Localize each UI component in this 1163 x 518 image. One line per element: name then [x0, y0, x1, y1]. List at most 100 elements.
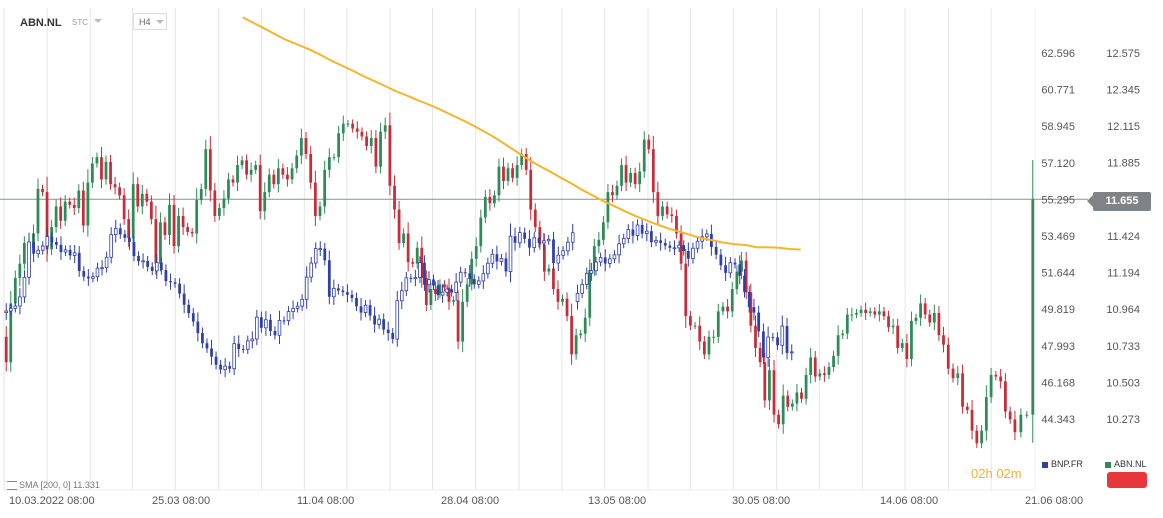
candle-body [95, 267, 100, 278]
candle-body [374, 138, 378, 167]
candle-body [1004, 381, 1007, 412]
candle-body [231, 179, 235, 183]
x-tick-label: 11.04 08:00 [297, 495, 354, 507]
candle-body [63, 201, 67, 221]
candle-body [477, 280, 481, 285]
candle-body [896, 325, 900, 348]
candle-body [635, 224, 640, 236]
candle-body [240, 160, 244, 166]
y-tick-label-right: 10.733 [1106, 341, 1140, 353]
y-tick-label-left: 53.469 [1041, 231, 1075, 243]
candle-body [318, 206, 322, 216]
legend-item-bnp[interactable]: BNP.FR [1042, 459, 1083, 469]
candle-body [191, 313, 195, 322]
candle-body [470, 258, 474, 285]
candle-body [304, 138, 308, 154]
candle-body [845, 314, 849, 334]
candle-body [123, 234, 127, 238]
candle-body [776, 337, 779, 346]
candle-body [438, 284, 442, 294]
legend-item-abn[interactable]: ABN.NL [1105, 459, 1147, 469]
candle-body [196, 321, 200, 334]
candle-body [524, 153, 528, 170]
y-tick-label-left: 60.771 [1041, 85, 1075, 97]
timeframe-select[interactable]: H4 [133, 13, 167, 30]
candle-body [456, 300, 460, 342]
candle-body [254, 165, 258, 170]
candle-body [443, 284, 446, 288]
sma-label-text: SMA [200, 0] 11.331 [19, 480, 100, 490]
y-tick-label-left: 55.295 [1041, 194, 1075, 206]
candle-body [1008, 411, 1012, 420]
instrument-type-label[interactable]: STC [72, 18, 88, 27]
candle-body [269, 319, 272, 332]
candle-body [332, 287, 336, 298]
candle-body [178, 283, 181, 294]
candle-body [122, 195, 126, 220]
sell-button[interactable] [1107, 472, 1147, 488]
candle-body [264, 319, 268, 329]
candle-body [780, 325, 785, 346]
candle-body [823, 373, 826, 375]
candle-body [682, 245, 686, 252]
candle-body [965, 406, 969, 410]
candle-body [790, 403, 794, 407]
candle-body [789, 351, 794, 354]
candle-body [579, 333, 583, 336]
candle-body [654, 240, 658, 243]
candle-body [159, 262, 163, 271]
candle-body [146, 260, 150, 267]
candle-body [397, 209, 401, 243]
candle-body [300, 298, 304, 307]
candle-body [169, 281, 172, 283]
candle-body [675, 215, 678, 234]
candle-body [740, 260, 743, 272]
candle-body [942, 335, 945, 345]
candle-body [382, 319, 386, 330]
candle-body [406, 233, 410, 263]
candle-body [726, 306, 729, 312]
indicator-icon [7, 481, 17, 491]
candle-body [612, 254, 617, 260]
candle-body [561, 250, 565, 256]
candle-body [836, 335, 840, 356]
candle-body [409, 277, 413, 279]
candle-body [393, 185, 396, 210]
candle-body [277, 320, 282, 336]
candle-body [483, 196, 487, 218]
candle-body [970, 409, 974, 431]
candle-body [355, 128, 359, 132]
y-tick-label-right: 12.575 [1106, 48, 1140, 60]
candle-body [781, 395, 785, 425]
candle-body [100, 267, 104, 270]
x-tick-label: 10.03.2022 08:00 [9, 495, 95, 507]
legend-label-bnp: BNP.FR [1051, 459, 1083, 469]
candle-body [228, 366, 232, 369]
symbol-title[interactable]: ABN.NL [20, 17, 62, 29]
sma-indicator-label[interactable]: SMA [200, 0] 11.331 [7, 480, 100, 491]
candle-body [684, 263, 688, 317]
candle-body [980, 430, 983, 444]
candle-body [137, 256, 140, 262]
candle-body [668, 245, 672, 248]
candle-body [735, 271, 739, 290]
candle-body [36, 188, 40, 234]
candle-body [486, 262, 490, 275]
candle-body [900, 343, 904, 348]
candle-body [250, 338, 255, 342]
legend-swatch-icon [1105, 461, 1111, 468]
legend-swatch-icon [1042, 461, 1048, 468]
candle-body [100, 157, 103, 180]
candle-body [663, 243, 667, 246]
candle-body [597, 239, 601, 247]
candle-body [461, 301, 465, 342]
candle-body [245, 340, 250, 350]
candle-body [651, 149, 655, 193]
candle-body [450, 289, 454, 293]
candle-body [332, 157, 336, 159]
candle-body [638, 171, 642, 185]
chevron-down-icon[interactable] [94, 19, 102, 23]
sma-line [242, 16, 801, 251]
candle-body [95, 157, 99, 164]
